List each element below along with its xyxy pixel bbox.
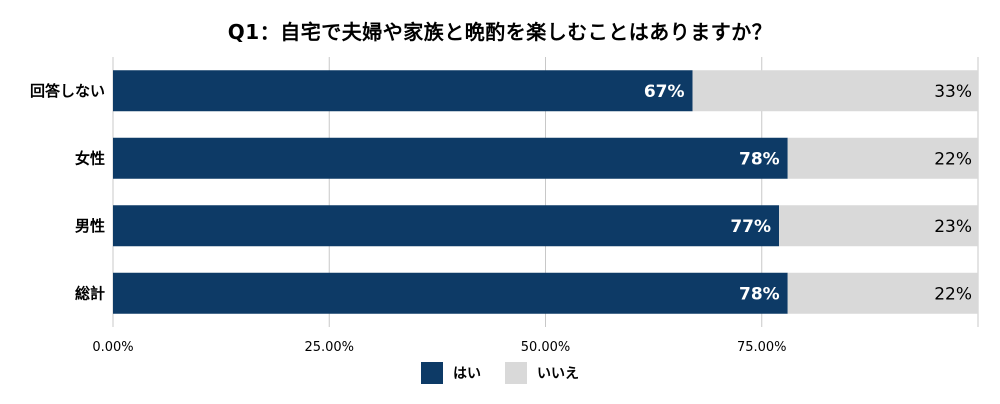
data-label-yes: 78% — [739, 284, 780, 304]
x-tick-label: 25.00% — [304, 340, 354, 355]
legend-swatch-yes — [421, 362, 443, 384]
data-label-no: 22% — [934, 284, 972, 304]
data-label-yes: 78% — [739, 149, 780, 169]
bar-no — [692, 70, 978, 112]
category-label: 総計 — [75, 284, 105, 302]
data-label-yes: 77% — [730, 217, 771, 237]
x-tick-label: 75.00% — [737, 340, 787, 355]
chart-title: Q1：自宅で夫婦や家族と晩酌を楽しむことはありますか？ — [227, 20, 773, 44]
x-tick-label: 0.00% — [92, 340, 133, 355]
category-label: 男性 — [75, 217, 105, 235]
legend-item-yes[interactable]: はい — [421, 362, 481, 384]
bar-no — [779, 205, 978, 247]
bar-yes — [113, 137, 788, 179]
legend: はい いいえ — [0, 362, 1000, 384]
data-label-no: 22% — [934, 149, 972, 169]
legend-swatch-no — [505, 362, 527, 384]
bar-yes — [113, 70, 693, 112]
legend-item-no[interactable]: いいえ — [505, 362, 579, 384]
legend-label-yes: はい — [453, 366, 481, 382]
data-label-no: 33% — [934, 82, 972, 102]
bar-no — [787, 272, 978, 314]
data-label-no: 23% — [934, 217, 972, 237]
data-label-yes: 67% — [644, 82, 685, 102]
bar-yes — [113, 205, 780, 247]
category-label: 回答しない — [30, 82, 105, 100]
bar-no — [787, 137, 978, 179]
bar-yes — [113, 272, 788, 314]
x-tick-label: 50.00% — [521, 340, 571, 355]
category-label: 女性 — [75, 149, 105, 167]
legend-label-no: いいえ — [537, 366, 579, 382]
